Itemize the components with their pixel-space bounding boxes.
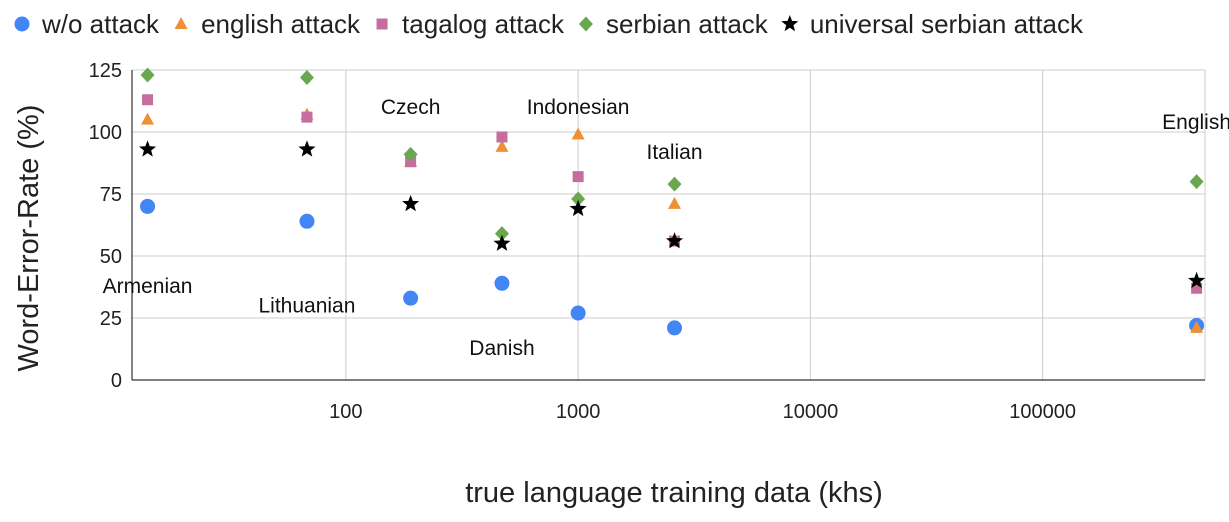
point-english-attack-0 bbox=[141, 112, 155, 125]
x-tick-label-100: 100 bbox=[329, 401, 362, 423]
legend-item-tagalog-attack: tagalog attack bbox=[376, 9, 565, 39]
point-tagalog-attack-4 bbox=[572, 171, 584, 183]
legend-item-universal-serbian-attack: universal serbian attack bbox=[781, 9, 1084, 39]
legend-item-serbian-attack: serbian attack bbox=[578, 9, 769, 39]
tick-labels: 0 25 50 75 100 125 100 1000 10000 100000 bbox=[89, 60, 1076, 423]
y-tick-label-50: 50 bbox=[100, 246, 122, 268]
point-serbian-attack-5 bbox=[667, 176, 682, 192]
legend-marker-serbian-attack bbox=[578, 16, 593, 32]
legend-label-english-attack: english attack bbox=[201, 9, 361, 39]
legend-marker-tagalog-attack bbox=[376, 18, 388, 30]
point-english-attack-5 bbox=[668, 196, 682, 209]
point-tagalog-attack-1 bbox=[301, 111, 313, 123]
point-serbian-attack-3 bbox=[494, 226, 509, 242]
legend-marker-english-attack bbox=[174, 17, 188, 29]
point-english-attack-3 bbox=[495, 139, 509, 152]
point-english-attack-4 bbox=[571, 127, 585, 140]
point-w-o-attack-1 bbox=[299, 213, 315, 229]
y-tick-label-125: 125 bbox=[89, 60, 122, 82]
point-universal-serbian-attack-1 bbox=[298, 140, 316, 157]
annotation-danish: Danish bbox=[469, 337, 534, 360]
data-points bbox=[138, 67, 1206, 336]
point-serbian-attack-2 bbox=[403, 146, 418, 162]
series-serbian-attack bbox=[140, 67, 1204, 242]
series-universal-serbian-attack bbox=[138, 140, 1206, 289]
legend-label-tagalog-attack: tagalog attack bbox=[402, 9, 565, 39]
point-w-o-attack-4 bbox=[570, 305, 586, 321]
y-tick-label-75: 75 bbox=[100, 184, 122, 206]
point-w-o-attack-0 bbox=[140, 198, 156, 214]
annotations: Armenian Lithuanian Czech Danish Indonesian I… bbox=[103, 96, 1229, 360]
point-universal-serbian-attack-4 bbox=[569, 199, 587, 217]
point-tagalog-attack-0 bbox=[142, 94, 154, 106]
legend-item-english-attack: english attack bbox=[174, 9, 361, 39]
x-tick-label-100000: 100000 bbox=[1009, 401, 1076, 423]
point-serbian-attack-6 bbox=[1189, 174, 1204, 190]
annotation-lithuanian: Lithuanian bbox=[259, 295, 356, 318]
point-w-o-attack-2 bbox=[403, 290, 419, 306]
x-axis-title: true language training data (khs) bbox=[465, 477, 883, 509]
y-axis-title: Word-Error-Rate (%) bbox=[13, 105, 45, 372]
annotation-italian: Italian bbox=[646, 141, 702, 164]
point-serbian-attack-4 bbox=[571, 191, 586, 207]
y-tick-label-0: 0 bbox=[111, 370, 122, 392]
x-tick-label-10000: 10000 bbox=[783, 401, 839, 423]
point-w-o-attack-3 bbox=[494, 275, 510, 291]
point-universal-serbian-attack-3 bbox=[493, 234, 511, 251]
x-tick-label-1000: 1000 bbox=[556, 401, 601, 423]
gridlines bbox=[132, 69, 1206, 380]
legend-marker-w-o-attack bbox=[14, 16, 30, 32]
axes bbox=[131, 70, 1205, 381]
annotation-armenian: Armenian bbox=[103, 275, 193, 298]
point-tagalog-attack-6 bbox=[1191, 282, 1203, 294]
annotation-indonesian: Indonesian bbox=[527, 96, 630, 119]
legend-item-w-o-attack: w/o attack bbox=[14, 9, 160, 39]
point-universal-serbian-attack-2 bbox=[402, 194, 420, 212]
point-universal-serbian-attack-5 bbox=[665, 232, 684, 249]
legend-label-serbian-attack: serbian attack bbox=[606, 9, 769, 39]
legend-marker-universal-serbian-attack bbox=[781, 15, 799, 32]
point-serbian-attack-1 bbox=[299, 69, 314, 85]
y-tick-label-100: 100 bbox=[89, 122, 122, 144]
legend-label-universal-serbian-attack: universal serbian attack bbox=[810, 9, 1084, 39]
point-w-o-attack-5 bbox=[667, 320, 683, 336]
y-tick-label-25: 25 bbox=[100, 308, 122, 330]
point-universal-serbian-attack-6 bbox=[1188, 271, 1206, 289]
point-english-attack-6 bbox=[1190, 320, 1204, 333]
legend-label-w-o-attack: w/o attack bbox=[41, 9, 160, 39]
point-serbian-attack-0 bbox=[140, 67, 155, 83]
annotation-english: English bbox=[1162, 111, 1229, 134]
point-universal-serbian-attack-0 bbox=[138, 140, 157, 157]
legend: w/o attack english attack tagalog attack se… bbox=[14, 9, 1084, 39]
annotation-czech: Czech bbox=[381, 96, 441, 119]
point-tagalog-attack-3 bbox=[496, 131, 508, 143]
